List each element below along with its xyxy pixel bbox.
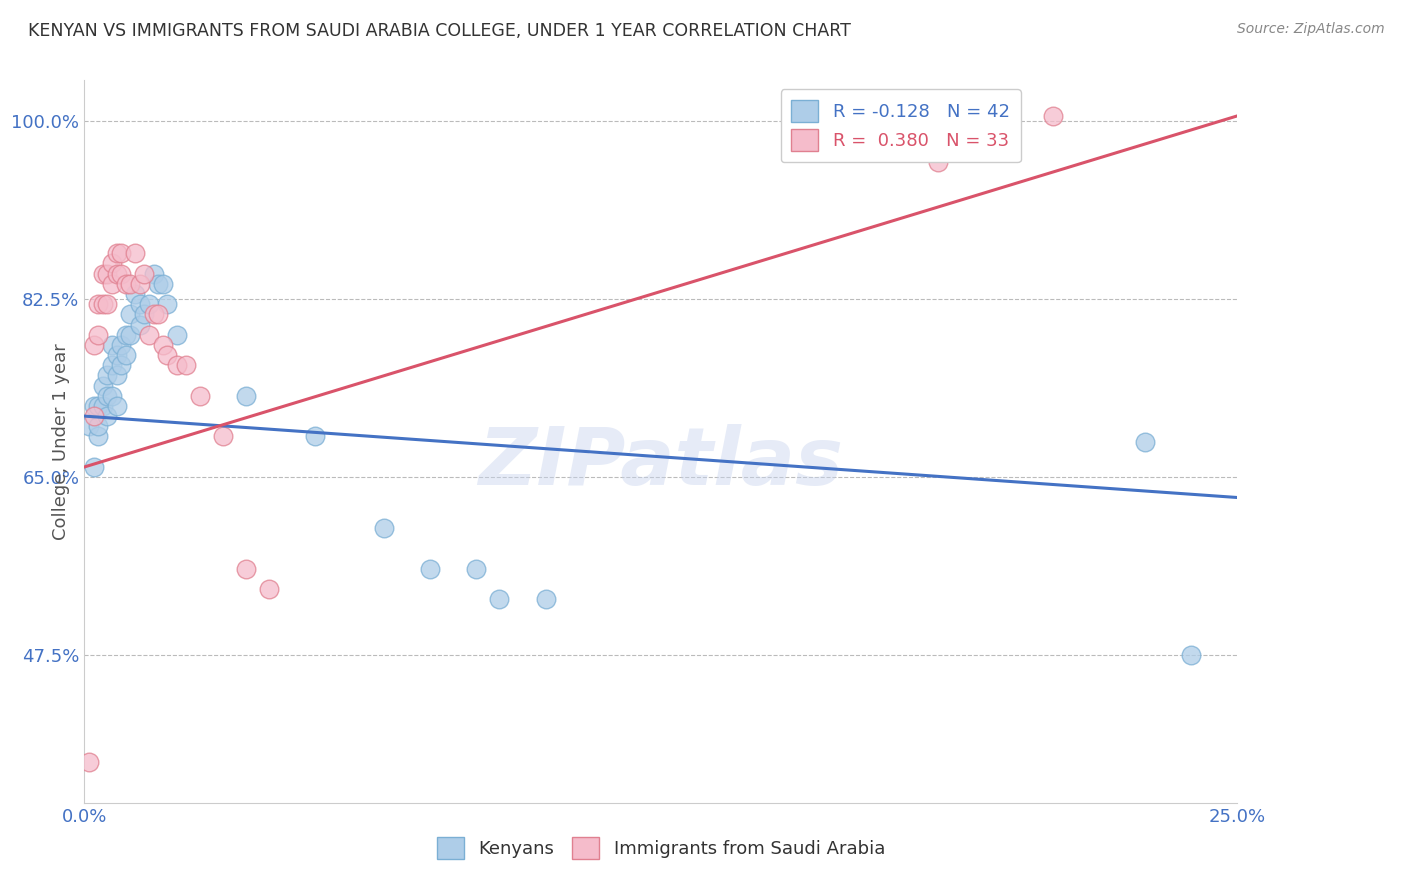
Point — [419, 562, 441, 576]
Legend: Kenyans, Immigrants from Saudi Arabia: Kenyans, Immigrants from Saudi Arabia — [429, 830, 893, 866]
Point — [120, 307, 142, 321]
Point — [188, 389, 211, 403]
Point — [105, 348, 128, 362]
Point — [87, 399, 110, 413]
Point — [83, 460, 105, 475]
Text: KENYAN VS IMMIGRANTS FROM SAUDI ARABIA COLLEGE, UNDER 1 YEAR CORRELATION CHART: KENYAN VS IMMIGRANTS FROM SAUDI ARABIA C… — [28, 22, 851, 40]
Point — [101, 277, 124, 291]
Point — [115, 348, 138, 362]
Point — [87, 429, 110, 443]
Point — [166, 327, 188, 342]
Point — [120, 277, 142, 291]
Point — [87, 419, 110, 434]
Point — [91, 267, 114, 281]
Point — [1180, 648, 1202, 663]
Point — [257, 582, 280, 596]
Text: ZIPatlas: ZIPatlas — [478, 425, 844, 502]
Point — [138, 297, 160, 311]
Point — [91, 297, 114, 311]
Point — [96, 368, 118, 383]
Point — [91, 378, 114, 392]
Point — [83, 399, 105, 413]
Point — [101, 389, 124, 403]
Point — [115, 277, 138, 291]
Point — [124, 246, 146, 260]
Point — [83, 409, 105, 423]
Point — [101, 256, 124, 270]
Point — [138, 327, 160, 342]
Point — [134, 307, 156, 321]
Point — [142, 307, 165, 321]
Point — [105, 368, 128, 383]
Point — [156, 348, 179, 362]
Point — [152, 338, 174, 352]
Point — [156, 297, 179, 311]
Point — [96, 297, 118, 311]
Point — [128, 297, 150, 311]
Point — [83, 338, 105, 352]
Point — [77, 755, 100, 769]
Point — [128, 277, 150, 291]
Point — [87, 297, 110, 311]
Point — [96, 389, 118, 403]
Point — [142, 267, 165, 281]
Point — [96, 267, 118, 281]
Point — [91, 399, 114, 413]
Point — [465, 562, 488, 576]
Point — [110, 358, 132, 372]
Point — [105, 267, 128, 281]
Point — [110, 338, 132, 352]
Point — [105, 399, 128, 413]
Point — [166, 358, 188, 372]
Point — [124, 287, 146, 301]
Point — [373, 521, 395, 535]
Point — [105, 246, 128, 260]
Point — [77, 419, 100, 434]
Point — [927, 154, 949, 169]
Point — [1133, 434, 1156, 449]
Point — [1042, 109, 1064, 123]
Point — [110, 246, 132, 260]
Point — [146, 307, 169, 321]
Point — [174, 358, 197, 372]
Point — [235, 389, 257, 403]
Point — [115, 327, 138, 342]
Point — [101, 338, 124, 352]
Point — [146, 277, 169, 291]
Point — [304, 429, 326, 443]
Point — [128, 318, 150, 332]
Point — [152, 277, 174, 291]
Point — [96, 409, 118, 423]
Point — [134, 267, 156, 281]
Point — [235, 562, 257, 576]
Point — [87, 327, 110, 342]
Point — [120, 327, 142, 342]
Y-axis label: College, Under 1 year: College, Under 1 year — [52, 343, 70, 540]
Point — [211, 429, 233, 443]
Point — [488, 592, 510, 607]
Point — [101, 358, 124, 372]
Text: Source: ZipAtlas.com: Source: ZipAtlas.com — [1237, 22, 1385, 37]
Point — [534, 592, 557, 607]
Point — [110, 267, 132, 281]
